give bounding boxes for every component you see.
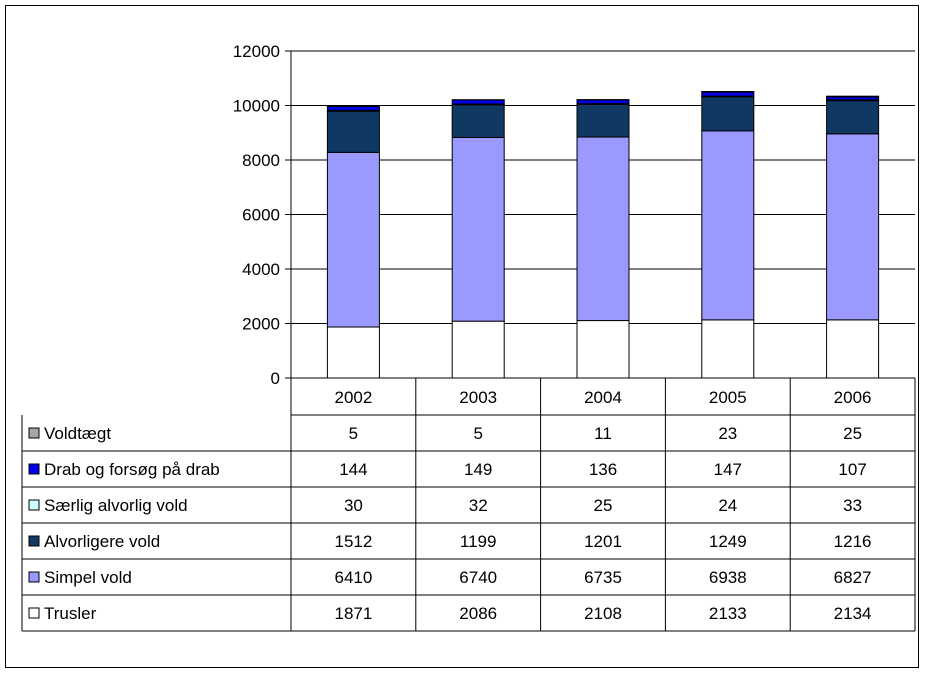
x-category-label-2002: 2002 xyxy=(334,388,372,407)
y-tick-label-12000: 12000 xyxy=(233,42,280,61)
legend-label-3: Alvorligere vold xyxy=(44,532,160,551)
data-label-2002-1: 1871 xyxy=(334,604,372,623)
bar-2005-5 xyxy=(701,91,755,97)
data-label-2006-3: 1216 xyxy=(834,532,872,551)
legend-key-3 xyxy=(28,535,40,547)
y-tick-label-8000: 8000 xyxy=(242,151,280,170)
bar-2002-2 xyxy=(326,151,380,328)
data-table: 2002 2003 2004 2005 2006 Voldtægt 5 5 11 23 25 Drab… xyxy=(21,378,916,632)
x-category-label-2003: 2003 xyxy=(459,388,497,407)
data-label-2005-5: 147 xyxy=(714,460,742,479)
bar-2005-1 xyxy=(701,319,755,379)
legend-label-6: Voldtægt xyxy=(44,424,111,443)
y-tick-label-4000: 4000 xyxy=(242,260,280,279)
data-label-2006-6: 25 xyxy=(843,424,862,443)
bar-2005-2 xyxy=(701,130,755,321)
legend-key-6 xyxy=(28,427,40,439)
legend-key-1 xyxy=(28,607,40,619)
bar-2004-5 xyxy=(576,99,630,105)
bar-2004-3 xyxy=(576,103,630,138)
data-label-2003-2: 6740 xyxy=(459,568,497,587)
bar-2003-1 xyxy=(451,320,505,379)
y-tick-labels: 0 2000 4000 6000 8000 10000 12000 xyxy=(233,42,280,388)
legend-key-5 xyxy=(28,463,40,475)
data-label-2002-2: 6410 xyxy=(334,568,372,587)
data-label-2004-5: 136 xyxy=(589,460,617,479)
data-label-2004-6: 11 xyxy=(594,424,612,443)
legend-label-1: Trusler xyxy=(44,604,97,623)
data-label-2003-6: 5 xyxy=(473,424,482,443)
legend-label-4: Særlig alvorlig vold xyxy=(44,496,188,515)
bar-2003-5 xyxy=(451,99,505,105)
bar-2004-2 xyxy=(576,136,630,322)
bar-2006-3 xyxy=(826,100,880,135)
y-tick-label-2000: 2000 xyxy=(242,315,280,334)
data-label-2002-4: 30 xyxy=(344,496,363,515)
data-label-2004-1: 2108 xyxy=(584,604,622,623)
bar-2004-1 xyxy=(576,320,630,379)
data-label-2005-2: 6938 xyxy=(709,568,747,587)
x-category-label-2004: 2004 xyxy=(584,388,622,407)
data-label-2003-3: 1199 xyxy=(460,532,497,551)
data-label-2004-4: 25 xyxy=(594,496,613,515)
bar-2005-3 xyxy=(701,96,755,132)
data-label-2005-1: 2133 xyxy=(709,604,747,623)
data-label-2005-3: 1249 xyxy=(709,532,747,551)
bar-2002-3 xyxy=(326,110,380,153)
data-label-2005-4: 24 xyxy=(718,496,737,515)
data-label-2004-2: 6735 xyxy=(584,568,622,587)
x-category-label-2005: 2005 xyxy=(709,388,747,407)
bar-2005-6 xyxy=(701,90,755,93)
data-label-2006-5: 107 xyxy=(838,460,866,479)
data-label-2005-6: 23 xyxy=(718,424,737,443)
data-label-2002-6: 5 xyxy=(349,424,358,443)
legend-label-5: Drab og forsøg på drab xyxy=(44,460,220,479)
y-tick-label-10000: 10000 xyxy=(233,97,280,116)
bar-2003-2 xyxy=(451,136,505,322)
bar-2006-2 xyxy=(826,133,880,321)
bar-2003-3 xyxy=(451,104,505,138)
x-category-label-2006: 2006 xyxy=(834,388,872,407)
bar-2002-5 xyxy=(326,105,380,111)
data-label-2006-4: 33 xyxy=(843,496,862,515)
data-label-2003-4: 32 xyxy=(469,496,488,515)
bar-2006-1 xyxy=(826,319,880,379)
legend-label-2: Simpel vold xyxy=(44,568,132,587)
y-tick-label-6000: 6000 xyxy=(242,206,280,225)
data-label-2006-1: 2134 xyxy=(834,604,872,623)
data-label-2003-1: 2086 xyxy=(459,604,497,623)
y-tick-label-0: 0 xyxy=(271,369,280,388)
bar-2002-1 xyxy=(326,326,380,379)
legend-key-2 xyxy=(28,571,40,583)
data-label-2004-3: 1201 xyxy=(584,532,622,551)
bars xyxy=(326,90,880,379)
data-label-2002-5: 144 xyxy=(339,460,367,479)
data-label-2006-2: 6827 xyxy=(834,568,872,587)
bar-2006-6 xyxy=(826,95,880,98)
data-label-2003-5: 149 xyxy=(464,460,492,479)
data-label-2002-3: 1512 xyxy=(334,532,372,551)
axes xyxy=(285,50,915,379)
legend-key-4 xyxy=(28,499,40,511)
